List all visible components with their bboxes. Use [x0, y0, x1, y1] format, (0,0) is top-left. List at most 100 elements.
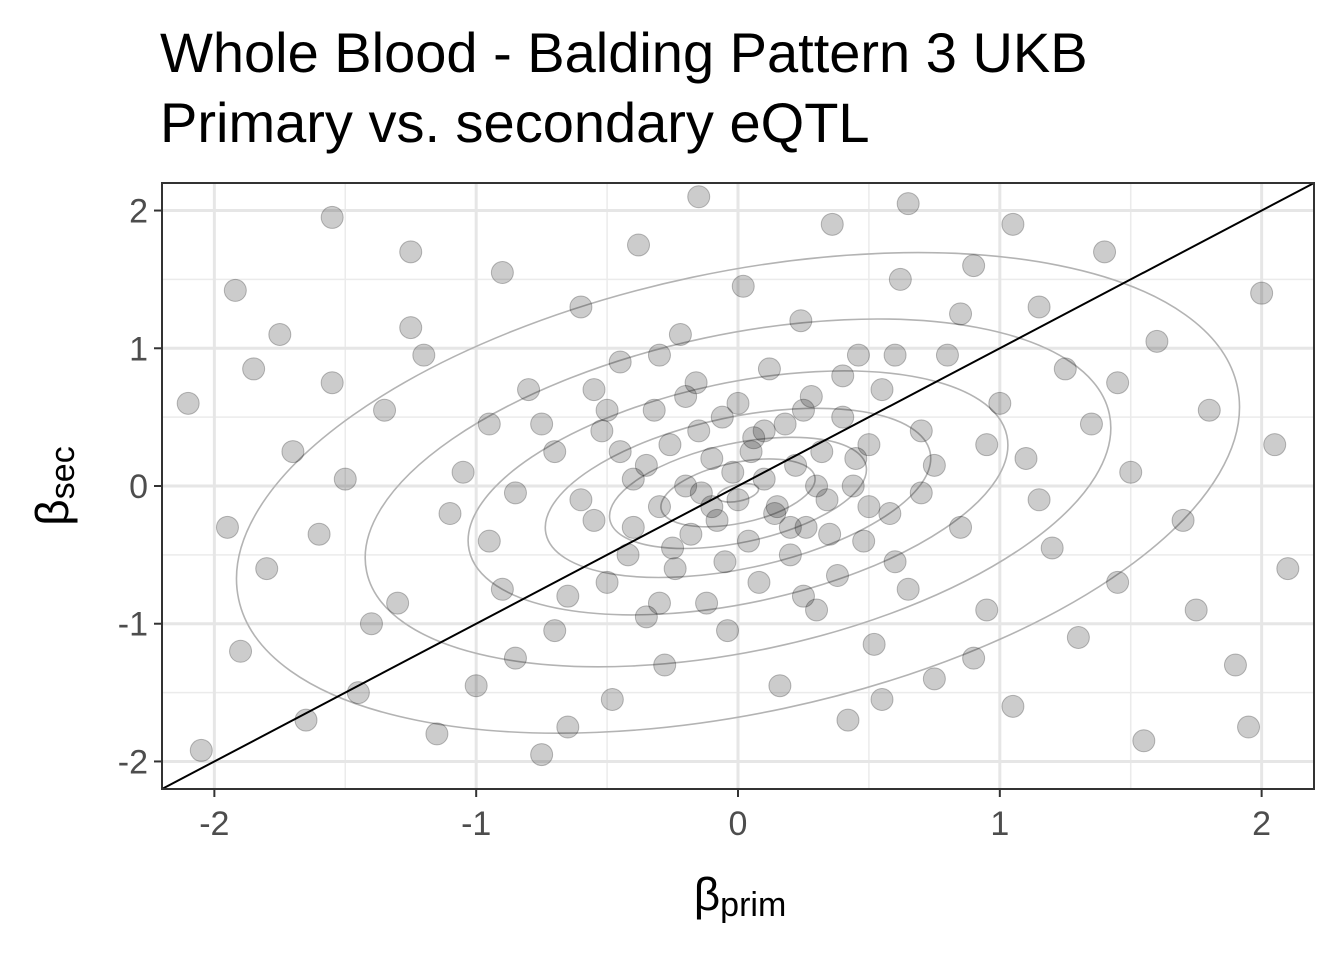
scatter-point — [490, 261, 514, 285]
scatter-point — [878, 502, 902, 526]
scatter-point — [543, 440, 567, 464]
scatter-point — [1014, 446, 1038, 470]
scatter-point — [1119, 460, 1143, 484]
scatter-point — [189, 738, 213, 762]
density-contour — [364, 318, 1112, 668]
scatter-point — [909, 419, 933, 443]
scatter-point — [229, 639, 253, 663]
scatter-point — [752, 419, 776, 443]
x-tick-label: -1 — [461, 805, 491, 843]
scatter-point — [687, 419, 711, 443]
scatter-point — [503, 481, 527, 505]
scatter-point — [320, 205, 344, 229]
scatter-point — [1053, 357, 1077, 381]
scatter-point — [1040, 536, 1064, 560]
scatter-point — [791, 584, 815, 608]
scatter-point — [909, 481, 933, 505]
scatter-point — [556, 715, 580, 739]
scatter-point — [1106, 371, 1130, 395]
scatter-point — [627, 233, 651, 257]
x-tick-label: 2 — [1252, 805, 1271, 843]
scatter-point — [255, 557, 279, 581]
scatter-point — [608, 440, 632, 464]
scatter-point — [281, 440, 305, 464]
density-contour — [235, 251, 1241, 734]
scatter-point — [1276, 557, 1300, 581]
scatter-point — [530, 743, 554, 767]
scatter-point — [949, 515, 973, 539]
scatter-point — [1106, 570, 1130, 594]
scatter-point — [695, 591, 719, 615]
scatter-point — [975, 433, 999, 457]
y-tick-label: -2 — [118, 743, 148, 781]
scatter-point — [768, 674, 792, 698]
scatter-point — [223, 278, 247, 302]
scatter-point — [1197, 398, 1221, 422]
scatter-point — [773, 412, 797, 436]
scatter-point — [1093, 240, 1117, 264]
density-contours — [235, 251, 1241, 734]
scatter-point — [975, 598, 999, 622]
scatter-point — [1171, 508, 1195, 532]
scatter-point — [684, 371, 708, 395]
scatter-point — [794, 515, 818, 539]
scatter-point — [726, 391, 750, 415]
scatter-point — [399, 240, 423, 264]
scatter-point — [1237, 715, 1261, 739]
scatter-point — [805, 474, 829, 498]
chart-title-line-2: Primary vs. secondary eQTL — [160, 91, 870, 154]
scatter-point — [634, 453, 658, 477]
scatter-point — [477, 529, 501, 553]
scatter-point — [747, 570, 771, 594]
scatter-point — [333, 467, 357, 491]
x-axis-title: βprim — [694, 868, 787, 924]
scatter-point — [765, 495, 789, 519]
scatter-point — [1250, 281, 1274, 305]
scatter-point — [582, 508, 606, 532]
scatter-point — [789, 309, 813, 333]
scatter-point — [705, 508, 729, 532]
chart-title-line-1: Whole Blood - Balding Pattern 3 UKB — [160, 21, 1088, 84]
scatter-point — [700, 446, 724, 470]
scatter-point — [713, 550, 737, 574]
scatter-point — [888, 267, 912, 291]
x-tick-label: 1 — [990, 805, 1009, 843]
density-contour — [467, 370, 1009, 616]
scatter-point — [721, 460, 745, 484]
scatter-point — [386, 591, 410, 615]
scatter-point — [883, 343, 907, 367]
scatter-point — [595, 570, 619, 594]
scatter-point — [962, 646, 986, 670]
density-contour — [608, 436, 868, 550]
identity-line — [161, 182, 1315, 790]
scatter-point — [569, 488, 593, 512]
scatter-point — [896, 577, 920, 601]
scatter-point — [857, 433, 881, 457]
scatter-point — [1027, 488, 1051, 512]
scatter-point — [517, 378, 541, 402]
density-contour — [660, 458, 816, 528]
scatter-point — [569, 295, 593, 319]
scatter-point — [674, 384, 698, 408]
x-axis: -2 -1 0 1 2 — [199, 789, 1271, 843]
scatter-point — [689, 481, 713, 505]
scatter-point — [962, 254, 986, 278]
scatter-point — [320, 371, 344, 395]
scatter-point — [742, 426, 766, 450]
scatter-point — [757, 357, 781, 381]
scatter-point — [663, 557, 687, 581]
y-axis-subscript: sec — [44, 446, 82, 499]
scatter-point — [988, 391, 1012, 415]
scatter-point — [862, 632, 886, 656]
scatter-point — [464, 674, 488, 698]
x-tick-label: 0 — [729, 805, 748, 843]
scatter-point — [412, 343, 436, 367]
scatter-point — [1132, 729, 1156, 753]
scatter-point — [595, 398, 619, 422]
scatter-point — [852, 529, 876, 553]
scatter-point — [543, 619, 567, 643]
scatter-point — [831, 364, 855, 388]
y-tick-label: 2 — [129, 193, 148, 231]
scatter-point — [922, 667, 946, 691]
